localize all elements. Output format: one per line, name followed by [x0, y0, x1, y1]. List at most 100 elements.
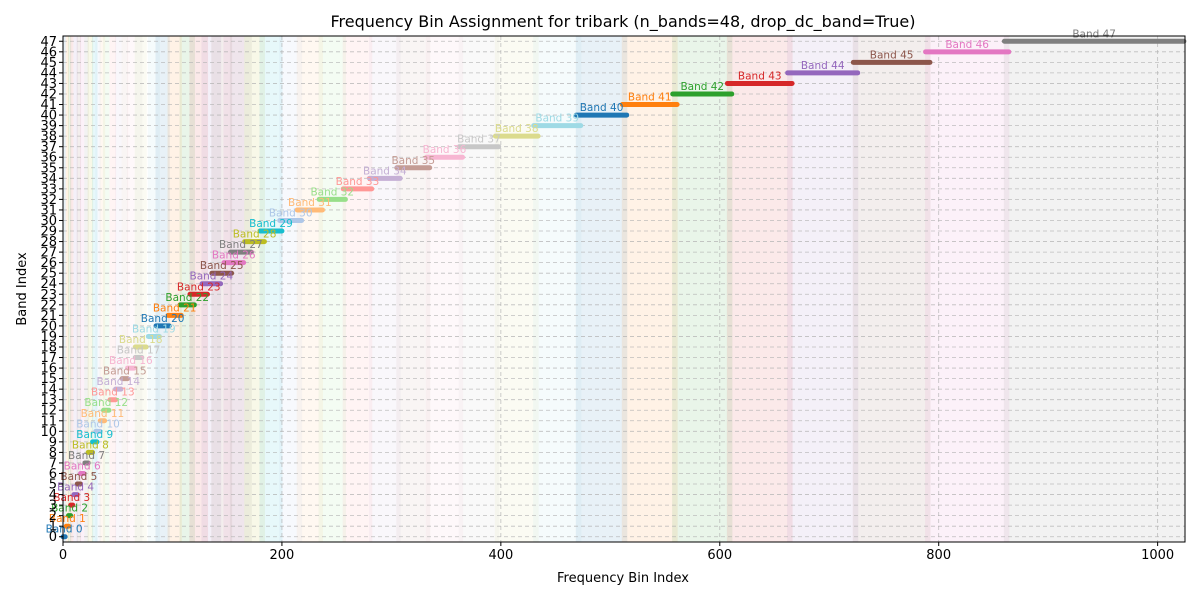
band-shading: [134, 36, 147, 542]
band-label: Band 42: [680, 81, 724, 93]
band-label: Band 15: [103, 366, 147, 378]
y-tick-label: 42: [40, 87, 57, 102]
band-label: Band 24: [189, 271, 233, 283]
band-shading: [92, 36, 98, 542]
band-shading: [852, 36, 931, 542]
band-shading: [396, 36, 431, 542]
band-shading: [95, 36, 101, 542]
y-tick-label: 14: [40, 383, 57, 398]
y-tick-label: 16: [40, 362, 57, 377]
y-tick-label: 23: [40, 288, 57, 303]
band-label: Band 25: [200, 260, 244, 272]
y-tick-label: 46: [40, 45, 57, 60]
band-shading: [201, 36, 222, 542]
band-label: Band 44: [801, 60, 845, 72]
y-tick-label: 4: [49, 488, 57, 503]
x-tick-label: 200: [270, 548, 295, 563]
y-tick-label: 40: [40, 109, 57, 124]
y-axis-label: Band Index: [15, 252, 30, 326]
y-tick-label: 1: [49, 520, 57, 535]
y-tick-label: 44: [40, 66, 57, 81]
band-label: Band 47: [1072, 28, 1116, 40]
band-shading: [575, 36, 628, 542]
y-tick-label: 8: [49, 446, 57, 461]
band-label: Band 32: [310, 186, 354, 198]
band-label: Band 6: [64, 460, 101, 472]
band-label: Band 16: [109, 355, 153, 367]
band-shading: [533, 36, 582, 542]
band-shading: [223, 36, 245, 542]
band-shading: [342, 36, 373, 542]
band-label: Band 3: [53, 492, 90, 504]
x-tick-label: 400: [488, 548, 513, 563]
y-tick-label: 38: [40, 130, 57, 145]
band-label: Band 9: [76, 429, 113, 441]
band-shading: [114, 36, 122, 542]
band-shading: [167, 36, 182, 542]
band-shading: [259, 36, 283, 542]
y-tick-label: 24: [40, 277, 57, 292]
y-tick-label: 2: [49, 509, 57, 524]
y-tick-label: 22: [40, 298, 57, 313]
band-label: Band 7: [68, 450, 105, 462]
band-label: Band 19: [132, 323, 176, 335]
x-tick-label: 0: [59, 548, 67, 563]
y-tick-label: 25: [40, 267, 57, 282]
band-shading: [229, 36, 252, 542]
y-tick-label: 13: [40, 393, 57, 408]
band-shading: [672, 36, 733, 542]
band-shading: [494, 36, 539, 542]
x-tick-label: 800: [926, 548, 951, 563]
x-axis-ticks: 0 200 400 600 800 1000: [59, 542, 1174, 563]
band-label: Band 30: [269, 207, 313, 219]
band-label: Band 40: [580, 102, 624, 114]
band-shading: [1003, 36, 1185, 542]
band-label: Band 4: [57, 482, 94, 494]
band-label: Band 41: [628, 92, 672, 104]
band-shading: [279, 36, 303, 542]
y-tick-label: 28: [40, 235, 57, 250]
y-tick-label: 10: [40, 425, 57, 440]
band-shading: [458, 36, 500, 542]
y-tick-label: 33: [40, 182, 57, 197]
band-shading: [76, 36, 82, 542]
band-label: Band 5: [60, 471, 97, 483]
y-tick-label: 37: [40, 140, 57, 155]
y-tick-label: 0: [49, 530, 57, 545]
band-label: Band 36: [423, 144, 467, 156]
band-label: Band 29: [249, 218, 293, 230]
y-tick-label: 32: [40, 193, 57, 208]
band-label: Band 2: [51, 503, 88, 515]
y-tick-label: 45: [40, 56, 57, 71]
x-axis-label: Frequency Bin Index: [557, 571, 689, 586]
band-label: Band 43: [738, 70, 782, 82]
band-shading: [84, 36, 89, 542]
band-label: Band 35: [391, 155, 435, 167]
band-shading: [179, 36, 195, 542]
y-tick-label: 19: [40, 330, 57, 345]
band-label: Band 45: [870, 49, 914, 61]
band-shading: [70, 36, 74, 542]
band-shading: [147, 36, 160, 542]
band-label: Band 46: [945, 39, 989, 51]
y-tick-label: 27: [40, 246, 57, 261]
band-shading: [244, 36, 265, 542]
band-label: Band 23: [177, 281, 221, 293]
band-label: Band 33: [336, 176, 380, 188]
band-shading: [73, 36, 78, 542]
band-shading: [79, 36, 85, 542]
band-shading: [925, 36, 1010, 542]
band-label: Band 10: [76, 418, 120, 430]
band-shading: [296, 36, 323, 542]
band-label: Band 34: [363, 165, 407, 177]
band-label: Band 37: [457, 134, 501, 146]
band-shading: [726, 36, 793, 542]
band-label: Band 27: [219, 239, 263, 251]
band-shading: [65, 36, 70, 542]
band-label: Band 26: [212, 250, 256, 262]
band-shading: [621, 36, 678, 542]
y-tick-label: 7: [49, 456, 57, 471]
band-shading: [99, 36, 106, 542]
